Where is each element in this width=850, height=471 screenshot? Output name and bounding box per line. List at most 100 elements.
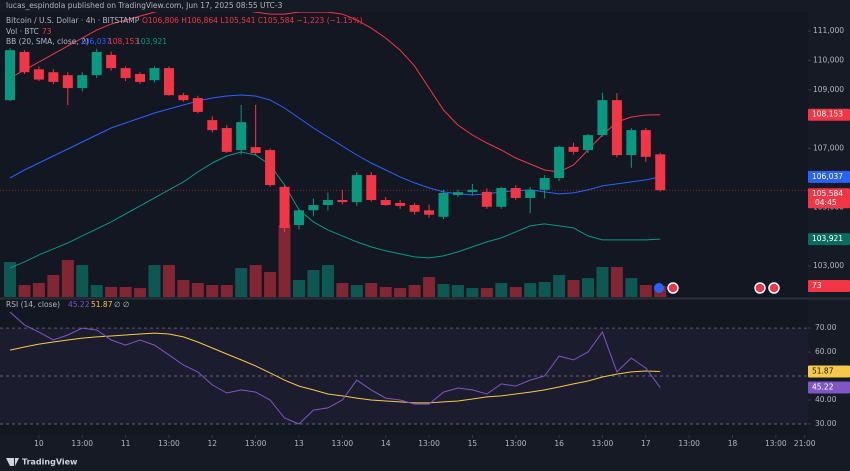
rsi-tag: 45.22 (808, 381, 850, 394)
brand-logo (6, 458, 19, 466)
brand: TradingView (22, 458, 78, 467)
bollinger-line (9, 94, 661, 196)
candle-body (626, 130, 637, 156)
candle-body (293, 210, 304, 226)
y-tick-label: 60.00 (815, 347, 837, 356)
candle-body (611, 100, 622, 156)
candle-body (106, 54, 117, 69)
volume-bar (610, 267, 623, 297)
price-tag-box (808, 188, 850, 209)
x-tick-label: 16 (554, 439, 564, 448)
bollinger-line (9, 151, 661, 269)
candle-body (178, 95, 189, 101)
bb-legend-value: 106,037 (80, 37, 111, 46)
candle-body (77, 75, 88, 89)
x-tick-label: 10 (34, 439, 44, 448)
x-tick-label: 13:00 (765, 439, 787, 448)
y-tick-label: 103,000 (813, 261, 844, 270)
candle-body (582, 135, 593, 151)
rsi-pane (0, 300, 808, 435)
event-icon (654, 283, 664, 293)
volume-bar (408, 285, 421, 297)
rsi-legend-value: 45.22 (68, 300, 90, 309)
candle-body (467, 189, 478, 193)
tool-icons (654, 282, 780, 294)
volume-bar (76, 265, 89, 297)
bb-legend-name: BB (20, SMA, close, 2) (6, 37, 89, 46)
x-tick-label: 13:00 (505, 439, 527, 448)
bollinger-line (9, 12, 661, 173)
rsi-tag: 51.87 (808, 365, 850, 378)
volume-bar (90, 285, 103, 297)
volume-bar (220, 285, 233, 297)
price-tag-text: 105,584 (812, 189, 843, 198)
volume-bar (292, 280, 305, 297)
volume-bar (249, 265, 262, 297)
rsi-tag-text: 45.22 (812, 382, 834, 391)
candle-body (510, 187, 521, 198)
volume-bar (264, 272, 277, 297)
volume-bar (538, 282, 551, 297)
price-tag: 108,153 (808, 108, 850, 121)
main-plot (0, 12, 808, 297)
rsi-tag-text: 51.87 (812, 367, 834, 376)
candle-body (322, 200, 333, 206)
volume-bar (47, 275, 60, 297)
y-tick-label: 30.00 (815, 419, 837, 428)
candle-body (62, 75, 73, 89)
candle-body (496, 187, 507, 207)
candle-body (149, 68, 160, 81)
symbol-title: Bitcoin / U.S. Dollar · 4h · BITSTAMP (6, 16, 140, 25)
x-tick-label: 12 (208, 439, 218, 448)
candle-body (120, 68, 131, 79)
volume-bar (32, 283, 45, 297)
candle-body (207, 120, 218, 131)
candle-body (539, 178, 550, 190)
countdown: 04:45 (815, 198, 837, 207)
price-tag-text: 103,921 (812, 234, 843, 243)
volume-bar (162, 265, 175, 297)
candle-body (221, 128, 232, 152)
volume-bar (466, 288, 479, 297)
volume-bar (119, 287, 132, 297)
volume-bar (379, 287, 392, 297)
candle-body (236, 122, 247, 151)
volume-bar (495, 283, 508, 297)
volume-bar (307, 270, 320, 297)
y-tick-label: 111,000 (813, 26, 844, 35)
volume-bar (567, 280, 580, 297)
candle-body (250, 147, 261, 154)
volume-bar (321, 265, 334, 297)
volume-bar (206, 285, 219, 297)
candle-body (395, 202, 406, 206)
x-tick-label: 13:00 (592, 439, 614, 448)
candle-body (640, 130, 651, 157)
candle-body (265, 150, 276, 186)
y-tick-label: 110,000 (813, 55, 844, 64)
rsi-tag-box (808, 381, 850, 394)
candle-body (554, 146, 565, 179)
volume-bar (639, 285, 652, 297)
price-tag: 106,037 (808, 170, 850, 183)
volume-legend-value: 73 (42, 27, 52, 36)
candle-body (48, 72, 59, 82)
volume-bar (148, 265, 161, 297)
volume-bar (480, 288, 493, 297)
volume-bar (581, 278, 594, 297)
x-tick-label: 13 (294, 439, 304, 448)
candle-body (568, 146, 579, 152)
volume-legend-name: Vol · BTC (6, 27, 39, 36)
plot-layer: 111,000110,000109,000107,000105,000103,0… (0, 12, 850, 448)
volume-tag-box (808, 279, 850, 292)
volume-bar (350, 285, 363, 297)
rsi-line (9, 311, 661, 425)
volume-bar (134, 288, 147, 297)
price-tag-box (808, 170, 850, 183)
x-tick-label: 11 (121, 439, 131, 448)
volume-bar (524, 283, 537, 297)
volume-bar (3, 262, 16, 297)
volume-bar (509, 287, 522, 297)
x-tick-label: 17 (641, 439, 651, 448)
candle-body (337, 200, 348, 203)
